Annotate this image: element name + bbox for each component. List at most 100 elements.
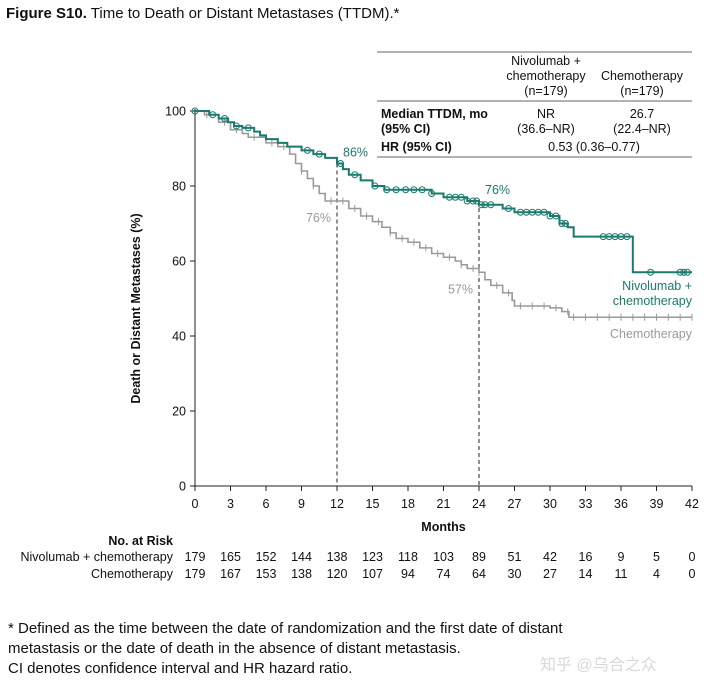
series-labels: Nivolumab +chemotherapy Chemotherapy [610,279,693,341]
x-tick-label: 33 [579,497,593,511]
censor-mark [505,205,513,212]
table-cell: (22.4–NR) [613,122,671,136]
risk-value: 11 [615,567,628,581]
reference-lines [336,163,480,486]
risk-value: 4 [653,567,660,581]
table-header-text: chemotherapy [506,69,586,83]
censor-mark [558,220,566,227]
risk-value: 138 [327,550,348,564]
censor-mark [683,268,691,276]
table-row-label: Median TTDM, mo [381,107,488,121]
censor-mark [392,186,400,194]
risk-table-title: No. at Risk [108,534,173,548]
risk-value: 14 [579,567,593,581]
censor-mark [477,201,485,209]
risk-value: 123 [362,550,383,564]
percent-label: 76% [306,211,331,225]
percent-label: 57% [448,282,473,296]
risk-table: No. at Risk Nivolumab + chemotherapy 179 16… [20,534,695,581]
risk-value: 89 [472,550,486,564]
censor-mark [191,107,199,115]
risk-value: 103 [433,550,454,564]
stats-table: Nivolumab +chemotherapy(n=179)Chemothera… [377,51,692,158]
risk-value: 153 [256,567,277,581]
censor-mark [402,186,410,194]
figure-label: Figure S10. [6,5,87,22]
censor-mark [487,201,495,209]
chart-annotations: 86% 76% 76% 57% [306,146,510,297]
risk-value: 167 [220,567,241,581]
series-label: Nivolumab + [622,279,692,293]
x-axis-title: Months [421,520,465,534]
x-tick-label: 36 [614,497,628,511]
risk-row-label: Chemotherapy [91,567,174,581]
censor-mark [680,268,688,276]
y-axis-title: Death or Distant Metastases (%) [129,213,143,403]
censor-mark [410,186,418,194]
table-row-label: HR (95% CI) [381,140,452,154]
risk-value: 64 [472,567,486,581]
y-tick-label: 100 [165,105,186,119]
censor-mark [647,268,655,276]
x-tick-label: 3 [227,497,234,511]
censor-mark [561,220,569,227]
x-tick-label: 21 [437,497,451,511]
risk-value: 5 [653,550,660,564]
censor-mark [351,171,359,179]
censor-mark [232,122,240,130]
risk-value: 107 [362,567,383,581]
x-tick-label: 12 [330,497,344,511]
censor-mark [209,111,217,119]
censor-mark [469,197,477,205]
risk-value: 144 [291,550,312,564]
risk-value: 30 [508,567,522,581]
risk-value: 179 [185,567,206,581]
censor-mark [221,115,229,122]
footnote-line: metastasis or the date of death in the a… [8,640,461,657]
survival-curves [191,107,693,321]
table-row-label: (95% CI) [381,122,430,136]
risk-value: 51 [508,550,522,564]
risk-value: 152 [256,550,277,564]
risk-row-label: Nivolumab + chemotherapy [20,550,173,564]
figure-title: Figure S10. Time to Death or Distant Met… [6,5,399,22]
footnote-line: CI denotes confidence interval and HR ha… [8,660,353,677]
table-cell: 0.53 (0.36–0.77) [548,140,640,154]
table-cell: 26.7 [630,107,654,121]
footnote-line: * Defined as the time between the date o… [8,620,563,637]
censor-mark [623,233,631,241]
risk-value: 138 [291,567,312,581]
risk-value: 179 [185,550,206,564]
x-tick-label: 39 [650,497,664,511]
censor-mark [473,197,481,205]
x-tick-label: 18 [401,497,415,511]
y-tick-label: 40 [172,330,186,344]
series-label: Chemotherapy [610,327,693,341]
risk-value: 120 [327,567,348,581]
y-tick-label: 80 [172,180,186,194]
table-header-text: (n=179) [524,84,567,98]
risk-value: 27 [543,567,557,581]
censor-mark [418,186,426,194]
censor-mark [428,190,436,197]
censor-mark [457,193,465,201]
nivolumab-curve [195,110,692,274]
censor-mark [337,160,345,167]
x-tick-label: 42 [685,497,699,511]
percent-label: 86% [343,146,368,160]
risk-value: 118 [398,550,418,564]
x-tick-label: 9 [298,497,305,511]
risk-value: 16 [579,550,593,564]
censor-mark [383,186,391,194]
x-tick-label: 30 [543,497,557,511]
censor-mark [303,146,311,154]
censor-mark [315,150,323,158]
footnote: * Defined as the time between the date o… [8,619,563,679]
x-tick-label: 0 [192,497,199,511]
y-tick-label: 60 [172,255,186,269]
censor-mark [552,212,560,220]
chemotherapy-curve [195,110,692,319]
risk-value: 42 [543,550,557,564]
risk-value: 74 [437,567,451,581]
